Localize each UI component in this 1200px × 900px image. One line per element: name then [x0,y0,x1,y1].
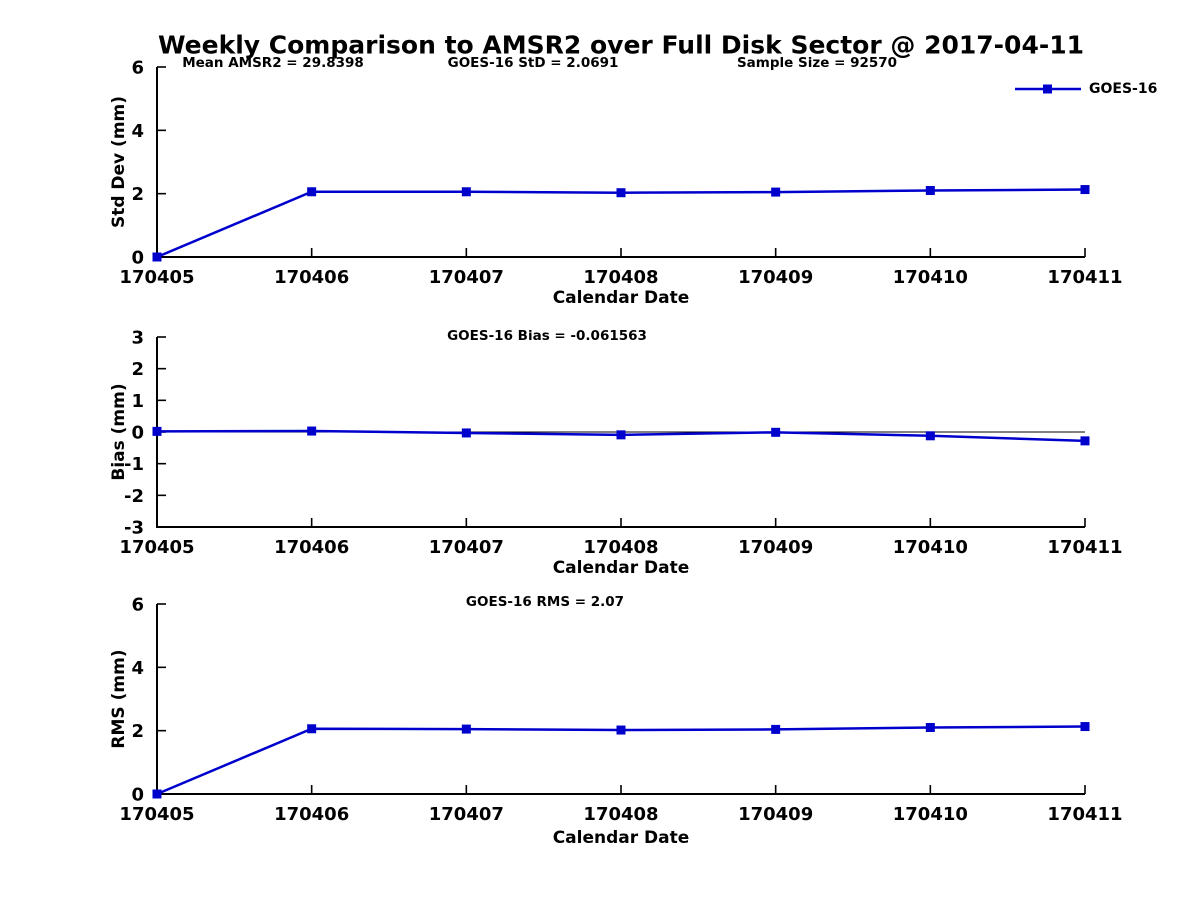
stddev-x-tick-label: 170405 [119,267,194,288]
stddev-data-point [925,186,935,195]
rms-data-point [616,725,626,735]
rms-data-point [771,724,781,734]
bias-x-tick-label: 170405 [119,537,194,558]
bias-x-tick-label: 170408 [583,537,658,558]
rms-x-tick-label: 170410 [893,804,968,825]
stddev-data-point [461,187,471,197]
stddev-x-tick-label: 170406 [274,267,349,288]
rms-data-point [152,789,162,799]
stddev-y-tick-label: 6 [131,58,144,79]
bias-x-tick-label: 170411 [1047,537,1122,558]
stddev-x-tick-label: 170409 [738,267,813,288]
bias-data-point [1080,436,1090,446]
legend: GOES-16 [1013,81,1157,97]
figure-title: Weekly Comparison to AMSR2 over Full Dis… [157,30,1085,60]
rms-y-tick-label: 2 [131,721,144,742]
bias-x-tick-label: 170409 [738,537,813,558]
legend-label: GOES-16 [1089,81,1158,97]
rms-series-line-goes16 [156,725,1086,796]
stddev-y-tick-label: 0 [131,248,144,269]
bias-x-tick-label: 170406 [274,537,349,558]
bias-data-point [307,426,317,436]
ylabel-stddev: Std Dev (mm) [109,95,129,229]
bias-y-tick-label: -1 [124,454,144,475]
bias-y-tick-label: -3 [124,518,144,539]
xlabel-calendar-date-bias: Calendar Date [552,558,690,578]
bias-data-point [771,427,781,437]
stddev-y-tick-label: 2 [131,184,144,205]
stddev-y-tick-label: 4 [131,121,144,142]
bias-y-tick-label: 0 [131,423,144,444]
bias-y-tick-label: 1 [131,391,144,412]
bias-data-point [461,428,471,438]
rms-x-tick-label: 170409 [738,804,813,825]
rms-y-tick-label: 6 [131,595,144,616]
bias-y-tick-label: -2 [124,486,144,507]
rms-data-point [307,724,317,734]
rms-y-tick-label: 4 [131,658,144,679]
bias-x-tick-label: 170407 [429,537,504,558]
rms-x-tick-label: 170406 [274,804,349,825]
bias-y-tick-label: 2 [131,359,144,380]
stddev-data-point [771,187,781,197]
bias-x-tick-label: 170410 [893,537,968,558]
bias-data-point [616,430,626,440]
annotation-bias: GOES-16 Bias = -0.061563 [447,328,647,344]
bias-y-tick-label: 3 [131,328,144,349]
stddev-series-line-goes16 [156,188,1086,259]
rms-chart: 0 2 4 6 170405 170406 170407 170408 170409 170410… [119,595,1122,826]
rms-x-tick-label: 170407 [429,804,504,825]
rms-x-tick-label: 170405 [119,804,194,825]
stddev-data-point [616,188,626,198]
stddev-data-point [307,187,317,197]
rms-x-tick-label: 170408 [583,804,658,825]
ylabel-bias: Bias (mm) [109,383,129,481]
stddev-x-tick-label: 170410 [893,267,968,288]
bias-chart: -3 -2 -1 0 1 2 3 170405 170406 170407 170408 170409… [119,328,1122,559]
stddev-x-tick-label: 170408 [583,267,658,288]
stat-mean-amsr2: Mean AMSR2 = 29.8398 [182,55,364,71]
bias-data-point [925,431,935,441]
stddev-data-point [152,252,162,262]
ylabel-rms: RMS (mm) [109,649,129,749]
rms-data-point [461,724,471,734]
rms-data-point [925,723,935,732]
stddev-data-point [1080,185,1090,195]
stddev-x-tick-label: 170411 [1047,267,1122,288]
stat-sample-size: Sample Size = 92570 [736,55,898,71]
stddev-chart: 0 2 4 6 170405 170406 170407 170408 170409 170410… [119,58,1122,289]
stat-goes16-std: GOES-16 StD = 2.0691 [447,55,619,71]
rms-data-point [1080,722,1090,732]
legend-line-marker-icon [1015,84,1081,94]
rms-y-tick-label: 0 [131,785,144,806]
rms-x-tick-label: 170411 [1047,804,1122,825]
xlabel-calendar-date-rms: Calendar Date [552,828,690,848]
stddev-x-tick-label: 170407 [429,267,504,288]
xlabel-calendar-date-stddev: Calendar Date [552,288,690,308]
bias-data-point [152,426,162,436]
annotation-rms: GOES-16 RMS = 2.07 [465,594,625,610]
